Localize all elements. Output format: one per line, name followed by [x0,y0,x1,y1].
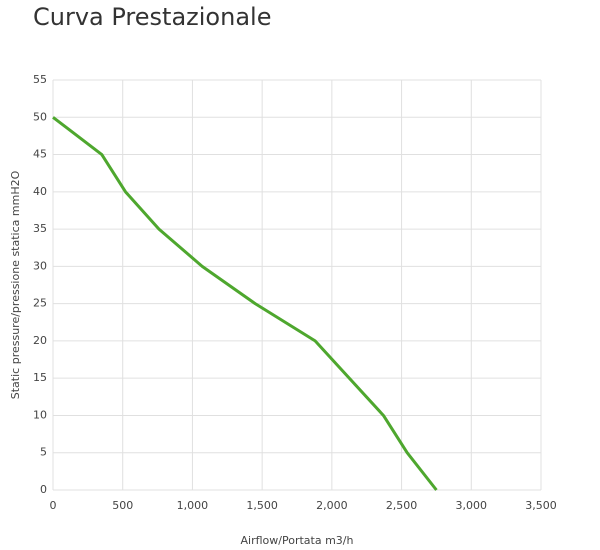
x-tick-label: 2,000 [316,499,348,512]
x-tick-label: 3,000 [456,499,488,512]
x-tick-label: 2,500 [386,499,418,512]
y-tick-label: 35 [33,222,47,235]
y-tick-label: 15 [33,371,47,384]
y-tick-label: 55 [33,73,47,86]
y-tick-label: 0 [40,483,47,496]
data-line [52,116,438,491]
x-tick-label: 500 [112,499,133,512]
chart-title: Curva Prestazionale [33,3,271,31]
y-tick-label: 30 [33,259,47,272]
x-tick-label: 0 [50,499,57,512]
y-tick-label: 50 [33,110,47,123]
y-tick-label: 25 [33,297,47,310]
x-axis-label: Airflow/Portata m3/h [241,534,354,547]
y-tick-label: 5 [40,446,47,459]
x-tick-label: 1,000 [177,499,209,512]
x-tick-label: 3,500 [525,499,557,512]
y-axis-label: Static pressure/pressione statica mmH2O [9,170,22,399]
x-tick-label: 1,500 [246,499,278,512]
y-tick-label: 10 [33,408,47,421]
y-tick-label: 20 [33,334,47,347]
y-tick-label: 45 [33,148,47,161]
y-tick-label: 40 [33,185,47,198]
